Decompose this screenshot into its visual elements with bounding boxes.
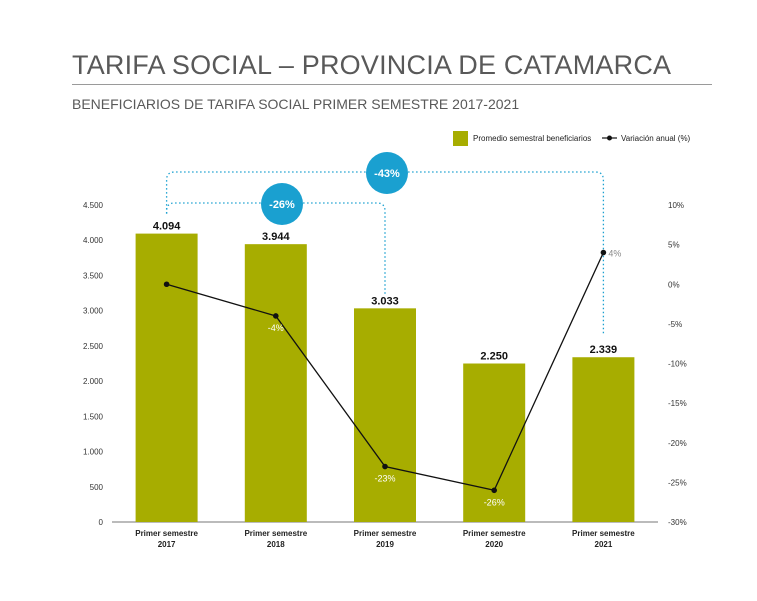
annotation-bubble xyxy=(261,183,303,225)
legend-swatch-bar xyxy=(453,131,468,146)
y-left-tick-label: 4.000 xyxy=(83,236,104,245)
x-tick-label: Primer semestre xyxy=(572,529,635,538)
x-tick-label: Primer semestre xyxy=(463,529,526,538)
y-left-tick-label: 4.500 xyxy=(83,201,104,210)
y-left-tick-label: 1.000 xyxy=(83,448,104,457)
bar xyxy=(572,357,635,522)
bar-value-label: 3.033 xyxy=(371,295,399,307)
variation-label: -23% xyxy=(374,474,395,484)
bar-value-label: 4.094 xyxy=(153,221,181,233)
y-right-tick-label: -30% xyxy=(668,518,687,527)
bar-value-label: 2.250 xyxy=(480,351,508,363)
variation-label: -26% xyxy=(484,497,505,507)
y-left-tick-label: 2.000 xyxy=(83,377,104,386)
variation-point xyxy=(382,463,388,470)
annotation-label: -43% xyxy=(374,168,400,180)
bar-value-label: 2.339 xyxy=(590,344,618,356)
bar xyxy=(354,308,416,522)
variation-point xyxy=(600,249,607,256)
y-right-tick-label: 10% xyxy=(668,201,684,210)
y-left-tick-label: 500 xyxy=(90,483,104,492)
x-tick-label-year: 2019 xyxy=(376,540,394,549)
bar-value-label: 3.944 xyxy=(262,231,290,243)
y-left-tick-label: 1.500 xyxy=(83,412,104,421)
y-right-tick-label: -20% xyxy=(668,439,687,448)
chart-title: TARIFA SOCIAL – PROVINCIA DE CATAMARCA xyxy=(72,50,672,80)
x-tick-label-year: 2020 xyxy=(485,540,503,549)
chart-subtitle: BENEFICIARIOS DE TARIFA SOCIAL PRIMER SE… xyxy=(72,96,520,112)
x-tick-label-year: 2021 xyxy=(595,540,613,549)
legend-label-line: Variación anual (%) xyxy=(621,134,691,143)
legend-swatch-marker xyxy=(607,135,612,141)
x-tick-label-year: 2017 xyxy=(158,540,176,549)
y-right-tick-label: -5% xyxy=(668,320,682,329)
variation-label: -4% xyxy=(268,323,284,333)
y-right-tick-label: 5% xyxy=(668,241,680,250)
x-tick-label: Primer semestre xyxy=(135,529,198,538)
bar xyxy=(244,244,307,522)
y-right-tick-label: 0% xyxy=(668,280,680,289)
x-tick-label: Primer semestre xyxy=(244,529,307,538)
variation-point xyxy=(273,313,279,319)
y-right-tick-label: -15% xyxy=(668,399,687,408)
annotation-label: -26% xyxy=(269,199,295,211)
y-left-tick-label: 3.500 xyxy=(83,271,104,280)
x-tick-label: Primer semestre xyxy=(354,529,417,538)
annotation-bubble xyxy=(366,152,408,194)
variation-point xyxy=(491,487,498,494)
bar xyxy=(135,233,198,522)
y-left-tick-label: 3.000 xyxy=(83,307,104,316)
legend-label-bar: Promedio semestral beneficiarios xyxy=(473,134,591,143)
x-tick-label-year: 2018 xyxy=(267,540,285,549)
variation-label: 4% xyxy=(608,249,621,259)
title-divider xyxy=(72,84,712,85)
y-right-tick-label: -25% xyxy=(668,478,687,487)
y-left-tick-label: 0 xyxy=(99,518,104,527)
variation-point xyxy=(163,281,170,288)
y-left-tick-label: 2.500 xyxy=(83,342,104,351)
bar xyxy=(463,363,526,522)
y-right-tick-label: -10% xyxy=(668,360,687,369)
